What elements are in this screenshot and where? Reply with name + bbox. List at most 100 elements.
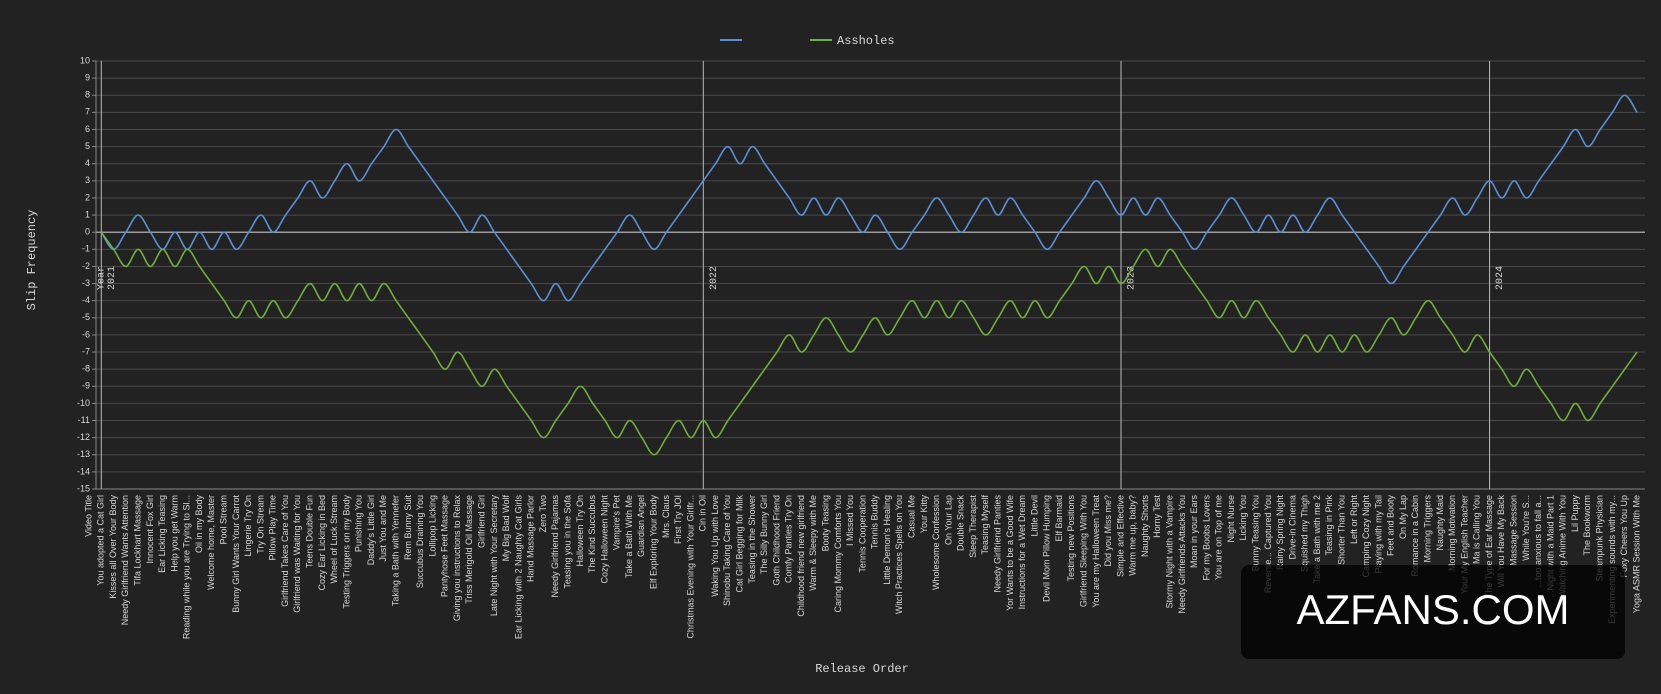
x-tick-label: Wholesome Confession	[931, 495, 941, 590]
y-tick-label: -6	[82, 329, 90, 339]
x-tick-label: Naughty Shorts	[1140, 495, 1150, 558]
y-tick-label: 5	[85, 141, 90, 151]
x-tick-label: Witch Practices Spells on You	[894, 495, 904, 614]
x-tick-label: Needy Girlfriends Attacks You	[1177, 495, 1187, 614]
x-tick-label: Tennis Cooperation	[857, 495, 867, 573]
y-tick-label: -13	[77, 449, 90, 459]
x-tick-label: Elf Barmaid	[1054, 495, 1064, 542]
x-tick-label: The Kind Succubus	[587, 495, 597, 574]
x-tick-label: Will You Have My Back	[1496, 495, 1506, 588]
x-tick-label: Elf Exploring Your Body	[649, 495, 659, 590]
x-tick-label: You are on Top of me	[1214, 495, 1224, 580]
x-tick-label: Goth Childhood Friend	[771, 495, 781, 586]
x-tick-label: Instructions for a Wet Dream	[1017, 495, 1027, 609]
x-tick-label: Kisses all Over Your Body	[108, 495, 118, 599]
y-tick-label: 2	[85, 192, 90, 202]
x-tick-label: Oil in my Body	[194, 495, 204, 554]
x-tick-label: Your Kitty	[919, 495, 929, 534]
x-tick-label: Little Demon's Healing	[882, 495, 892, 585]
x-tick-label: Triss Merigold Oil Massage	[464, 495, 474, 604]
y-tick-label: 9	[85, 72, 90, 82]
x-tick-label: Tifa Lockhart Massage	[133, 495, 143, 586]
x-tick-label: Zero Two	[538, 495, 548, 532]
x-tick-label: Girlfriend Takes Care of You	[280, 495, 290, 607]
x-tick-label: Little Devil	[1029, 495, 1039, 537]
x-tick-label: Left or Right	[1349, 495, 1359, 545]
y-tick-label: -5	[82, 312, 90, 322]
x-tick-label: Caring Mommy Comforts You	[833, 495, 843, 613]
year-marker-label: 2024	[1495, 266, 1506, 290]
x-tick-label: Comfy Panties Try On	[784, 495, 794, 583]
x-tick-label: Innocent Fox Girl	[145, 495, 155, 564]
year-marker-label: 2022	[709, 266, 720, 290]
x-tick-label: Sleep Therapist	[968, 495, 978, 558]
y-tick-label: 10	[80, 55, 90, 65]
year-marker-label: 2023	[1127, 266, 1138, 290]
y-tick-label: 0	[85, 227, 90, 237]
x-tick-label: Take a Bath With Me	[624, 495, 634, 578]
x-tick-label: Devil Mom Pillow Humping	[1042, 495, 1052, 602]
x-tick-label: Waking You Up with Love	[710, 495, 720, 597]
x-tick-label: Casual Me	[907, 495, 917, 538]
series-line	[100, 231, 1638, 456]
x-tick-label: Yor Wants to be a Good Wife	[1005, 495, 1015, 611]
x-tick-label: Try On Stream	[255, 495, 265, 554]
x-axis-label: Release Order	[815, 662, 909, 676]
x-tick-label: ...too anxious to fall a...	[1533, 495, 1543, 588]
x-tick-label: Simple and Effective	[1115, 495, 1125, 577]
y-tick-label: -12	[77, 432, 90, 442]
x-tick-label: Lingerie Try On	[243, 495, 253, 557]
x-tick-label: Booty Teasing	[821, 495, 831, 551]
watermark-text: AZFANS.COM	[1296, 586, 1569, 633]
x-tick-label: Needy Girlfriend Wants Attention	[120, 495, 130, 625]
y-tick-label: -2	[82, 261, 90, 271]
x-tick-label: I Missed You	[845, 495, 855, 546]
x-tick-label: Teens Double Fun	[305, 495, 315, 568]
x-tick-label: The Type of Ear Massage	[1484, 495, 1494, 598]
x-tick-label: The Bookworm	[1582, 495, 1592, 556]
y-tick-label: -11	[78, 415, 90, 425]
x-tick-label: Mrs. Claus	[661, 495, 671, 539]
x-tick-label: Testing new Positions	[1066, 495, 1076, 582]
x-tick-label: Experimenting sounds with my...	[1607, 495, 1617, 624]
x-tick-label: Teasing in the Shower	[747, 495, 757, 584]
x-tick-label: Christmas Evening with Your Girlfr...	[685, 495, 695, 639]
x-tick-label: While You're S...	[1521, 495, 1531, 561]
x-tick-label: You are my Halloween Treat	[1091, 495, 1101, 608]
x-tick-label: ...Watching Anime With You	[1558, 495, 1568, 605]
y-tick-label: -3	[82, 278, 90, 288]
x-tick-label: Pillow Play Time	[268, 495, 278, 561]
x-tick-label: Warm & Sleepy with Me	[808, 495, 818, 591]
x-tick-label: Foxy Cheers You Up	[1619, 495, 1629, 578]
x-tick-label: Cozy Ear Licking in Bed	[317, 495, 327, 591]
x-tick-label: Playing with my Tail	[1373, 495, 1383, 573]
x-tick-label: Rem Bunny Suit	[403, 495, 413, 561]
x-tick-label: Reverse... Captured You	[1263, 495, 1273, 593]
x-tick-label: ...Night with a Maid Part 1	[1545, 495, 1555, 598]
x-tick-label: Taking a Bath with Yennefer	[391, 495, 401, 606]
watermark: AZFANS.COM	[1241, 565, 1625, 659]
x-tick-label: Did you Miss me?	[1103, 495, 1113, 567]
x-tick-label: Double Snack	[956, 495, 966, 552]
x-tick-label: Punishing You	[354, 495, 364, 552]
x-tick-label: On My Lap	[1398, 495, 1408, 539]
x-tick-label: Lollipop Licking	[427, 495, 437, 557]
y-tick-label: 1	[85, 209, 90, 219]
x-tick-label: Succubus Draining You	[415, 495, 425, 588]
x-tick-label: Bunny Teasing You	[1251, 495, 1261, 571]
y-tick-label: -7	[82, 346, 90, 356]
x-tick-label: Lil Puppy	[1570, 495, 1580, 533]
x-tick-label: Bunny Girl Wants Your Carrot	[231, 495, 241, 613]
x-tick-label: Massage Session	[1509, 495, 1519, 566]
x-tick-label: Shorter Than You	[1337, 495, 1347, 565]
x-tick-label: Squished my Thigh	[1300, 495, 1310, 572]
x-tick-label: Naughty Maid	[1435, 495, 1445, 551]
y-tick-label: 7	[85, 107, 90, 117]
x-tick-label: Night Nurse	[1226, 495, 1236, 543]
x-tick-label: Morning Motivation	[1447, 495, 1457, 571]
x-tick-label: Yoga ASMR Session With Me	[1631, 495, 1641, 613]
x-tick-label: Needy Girlfriend Panties	[993, 495, 1003, 593]
x-tick-label: Morning Triggers	[1423, 495, 1433, 563]
watermark-box	[1241, 565, 1625, 659]
y-axis-label: Slip Frequency	[25, 210, 39, 311]
